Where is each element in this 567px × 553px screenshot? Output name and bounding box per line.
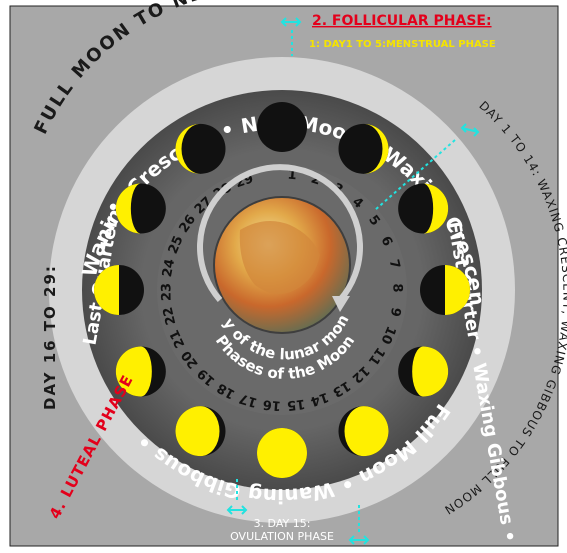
globe-arrow-head: [332, 296, 350, 312]
moon-3: [398, 183, 449, 234]
moon-11: [115, 183, 166, 234]
day-number-17: 17: [238, 390, 260, 410]
day-number-14: 14: [308, 389, 330, 409]
follicular-phase-label: 2. FOLLICULAR PHASE:: [312, 13, 492, 29]
cyan-arrow-markers: [226, 17, 480, 545]
outer-arc-left: DAY 16 TO 29:: [41, 264, 59, 410]
moon-8: [175, 406, 226, 457]
ovulation-phase-label: OVULATION PHASE: [230, 530, 334, 543]
moon-2: [338, 123, 389, 174]
day-number-25: 25: [166, 234, 187, 257]
moon-9: [115, 346, 166, 397]
globe-arrow-arc: [197, 164, 363, 302]
day-number-15: 15: [286, 396, 306, 413]
day-number-1: 1: [287, 168, 297, 184]
moon-5: [398, 346, 449, 397]
moon-phase-group: [94, 102, 470, 478]
day-number-8: 8: [389, 283, 404, 292]
day-number-24: 24: [160, 258, 178, 279]
moon-12: [175, 123, 226, 174]
ovulation-day-label: 3. DAY 15:: [254, 517, 311, 530]
moon-1: [257, 102, 307, 152]
day-number-16: 16: [262, 396, 281, 413]
menstrual-phase-label: 1: DAY1 TO 5:MENSTRUAL PHASE: [309, 39, 496, 50]
day-number-21: 21: [167, 327, 188, 350]
day-number-10: 10: [377, 324, 398, 347]
moon-6: [338, 406, 389, 457]
moon-7: [257, 428, 307, 478]
day-number-23: 23: [159, 283, 174, 301]
day-number-9: 9: [387, 306, 403, 318]
moon-10: [94, 265, 144, 315]
moon-4: [420, 265, 470, 315]
day-number-7: 7: [386, 258, 403, 270]
day-number-ring: 1 234567891011121314151617181920212223242…: [159, 168, 404, 413]
day-number-22: 22: [161, 305, 180, 326]
globe-land-shape: [239, 221, 320, 294]
